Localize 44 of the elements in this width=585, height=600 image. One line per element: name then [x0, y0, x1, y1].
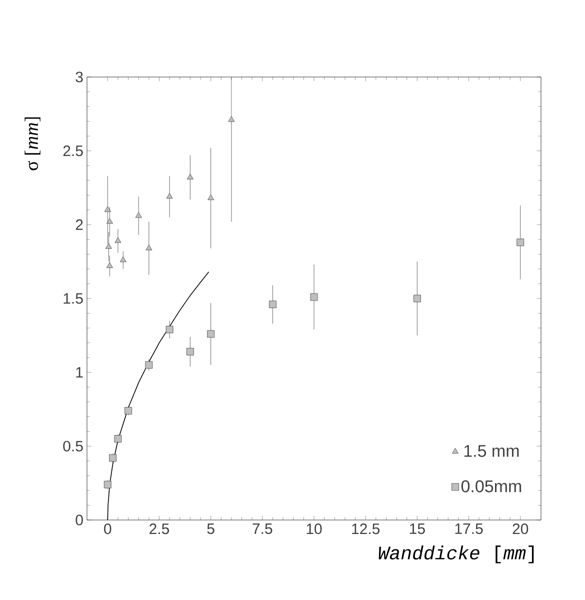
legend-label: 0.05mm	[461, 480, 522, 492]
y-tick-label: 1.5	[64, 293, 83, 304]
x-tick-label: 12.5	[352, 524, 380, 534]
x-tick-label: 10	[306, 524, 322, 534]
point	[135, 212, 142, 218]
x-tick-label: 15	[410, 524, 425, 534]
x-tick-label: 7.5	[252, 524, 272, 534]
point	[114, 435, 122, 442]
point	[166, 326, 174, 334]
y-tick-label: 3	[76, 72, 83, 82]
y-axis-title: σ [mm]	[24, 117, 40, 170]
point	[186, 348, 194, 356]
point	[105, 243, 112, 249]
x-axis-title: Wanddicke [mm]	[378, 546, 534, 564]
point	[124, 407, 132, 414]
point	[516, 238, 524, 246]
point	[109, 454, 116, 462]
point	[145, 361, 153, 369]
legend-label: 1.5 mm	[464, 445, 519, 457]
point	[186, 174, 194, 180]
y-tick-label: 1	[76, 367, 83, 378]
x-tick-label: 0	[104, 524, 112, 534]
y-tick-label: 0.5	[63, 440, 83, 452]
point	[208, 194, 214, 200]
point	[104, 480, 112, 488]
point	[269, 300, 276, 308]
x-tick-label: 5	[207, 524, 214, 534]
point	[120, 256, 126, 262]
point	[106, 218, 113, 224]
point	[104, 206, 111, 212]
x-tick-label: 2.5	[150, 524, 170, 534]
point	[310, 293, 318, 301]
point	[106, 262, 113, 268]
point	[413, 294, 421, 302]
point	[114, 237, 122, 243]
y-tick-label: 0	[76, 514, 83, 526]
x-tick-label: 17.5	[455, 524, 483, 534]
point	[146, 244, 152, 250]
point	[207, 330, 215, 338]
y-tick-label: 2.5	[63, 146, 83, 156]
point	[166, 192, 173, 199]
y-tick-label: 2	[76, 219, 83, 230]
point	[228, 116, 235, 122]
x-tick-label: 20	[512, 524, 528, 534]
